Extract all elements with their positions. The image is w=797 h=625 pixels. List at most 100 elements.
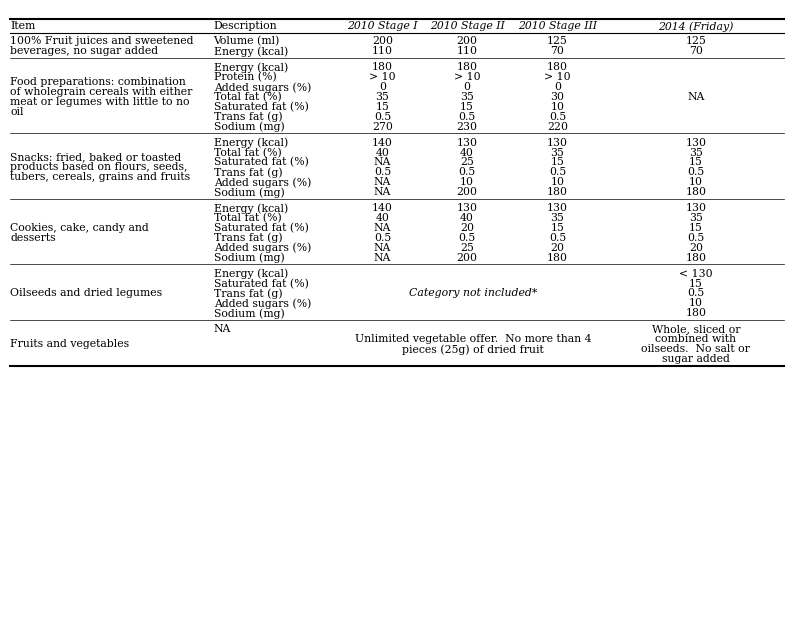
- Text: Description: Description: [214, 21, 277, 31]
- Text: 40: 40: [460, 213, 474, 223]
- Text: 0.5: 0.5: [687, 232, 705, 242]
- Text: Trans fat (g): Trans fat (g): [214, 232, 282, 243]
- Text: Trans fat (g): Trans fat (g): [214, 288, 282, 299]
- Text: 15: 15: [551, 158, 564, 168]
- Text: Sodium (mg): Sodium (mg): [214, 308, 285, 319]
- Text: 0.5: 0.5: [374, 112, 391, 122]
- Text: 15: 15: [689, 223, 703, 233]
- Text: 130: 130: [457, 138, 477, 148]
- Text: 100% Fruit juices and sweetened: 100% Fruit juices and sweetened: [10, 36, 194, 46]
- Text: 0.5: 0.5: [374, 168, 391, 177]
- Text: < 130: < 130: [679, 269, 713, 279]
- Text: oil: oil: [10, 107, 24, 117]
- Text: 0: 0: [554, 82, 561, 92]
- Text: combined with: combined with: [655, 334, 736, 344]
- Text: 10: 10: [551, 177, 564, 187]
- Text: 0.5: 0.5: [687, 288, 705, 298]
- Text: 20: 20: [689, 242, 703, 252]
- Text: 15: 15: [460, 102, 474, 112]
- Text: pieces (25g) of dried fruit: pieces (25g) of dried fruit: [402, 344, 544, 354]
- Text: Sodium (mg): Sodium (mg): [214, 187, 285, 198]
- Text: 2010 Stage I: 2010 Stage I: [347, 21, 418, 31]
- Text: 110: 110: [372, 46, 393, 56]
- Text: 40: 40: [375, 213, 390, 223]
- Text: 35: 35: [689, 148, 703, 158]
- Text: Saturated fat (%): Saturated fat (%): [214, 223, 308, 233]
- Text: 200: 200: [457, 187, 477, 197]
- Text: 110: 110: [457, 46, 477, 56]
- Text: 35: 35: [551, 148, 564, 158]
- Text: 180: 180: [547, 253, 568, 262]
- Text: 35: 35: [551, 213, 564, 223]
- Text: of wholegrain cereals with either: of wholegrain cereals with either: [10, 87, 193, 97]
- Text: 30: 30: [551, 92, 564, 102]
- Text: Energy (kcal): Energy (kcal): [214, 62, 288, 72]
- Text: 2014 (Friday): 2014 (Friday): [658, 21, 733, 32]
- Text: Energy (kcal): Energy (kcal): [214, 46, 288, 57]
- Text: NA: NA: [374, 242, 391, 252]
- Text: 0: 0: [379, 82, 386, 92]
- Text: Protein (%): Protein (%): [214, 72, 277, 82]
- Text: 180: 180: [457, 62, 477, 72]
- Text: 0.5: 0.5: [458, 112, 476, 122]
- Text: 140: 140: [372, 203, 393, 213]
- Text: 0.5: 0.5: [687, 168, 705, 177]
- Text: Snacks: fried, baked or toasted: Snacks: fried, baked or toasted: [10, 152, 182, 162]
- Text: 200: 200: [457, 36, 477, 46]
- Text: 15: 15: [689, 279, 703, 289]
- Text: 130: 130: [685, 138, 706, 148]
- Text: 140: 140: [372, 138, 393, 148]
- Text: 40: 40: [460, 148, 474, 158]
- Text: > 10: > 10: [369, 72, 396, 82]
- Text: 0.5: 0.5: [549, 168, 566, 177]
- Text: Saturated fat (%): Saturated fat (%): [214, 279, 308, 289]
- Text: 230: 230: [457, 121, 477, 131]
- Text: 35: 35: [460, 92, 474, 102]
- Text: 15: 15: [551, 223, 564, 233]
- Text: Volume (ml): Volume (ml): [214, 36, 280, 47]
- Text: 20: 20: [551, 242, 564, 252]
- Text: Cookies, cake, candy and: Cookies, cake, candy and: [10, 223, 149, 233]
- Text: Oilseeds and dried legumes: Oilseeds and dried legumes: [10, 288, 163, 298]
- Text: products based on flours, seeds,: products based on flours, seeds,: [10, 162, 188, 172]
- Text: 25: 25: [460, 158, 474, 168]
- Text: 180: 180: [372, 62, 393, 72]
- Text: > 10: > 10: [453, 72, 481, 82]
- Text: 20: 20: [460, 223, 474, 233]
- Text: 0.5: 0.5: [458, 168, 476, 177]
- Text: 180: 180: [547, 62, 568, 72]
- Text: 10: 10: [551, 102, 564, 112]
- Text: Total fat (%): Total fat (%): [214, 213, 281, 223]
- Text: Item: Item: [10, 21, 36, 31]
- Text: Added sugars (%): Added sugars (%): [214, 82, 311, 92]
- Text: 25: 25: [460, 242, 474, 252]
- Text: 180: 180: [685, 308, 706, 318]
- Text: NA: NA: [214, 324, 231, 334]
- Text: 130: 130: [685, 203, 706, 213]
- Text: 200: 200: [457, 253, 477, 262]
- Text: 125: 125: [685, 36, 706, 46]
- Text: 270: 270: [372, 121, 393, 131]
- Text: 0.5: 0.5: [374, 232, 391, 242]
- Text: meat or legumes with little to no: meat or legumes with little to no: [10, 97, 190, 107]
- Text: Food preparations: combination: Food preparations: combination: [10, 77, 186, 87]
- Text: Sodium (mg): Sodium (mg): [214, 253, 285, 263]
- Text: Unlimited vegetable offer.  No more than 4: Unlimited vegetable offer. No more than …: [355, 334, 591, 344]
- Text: 200: 200: [372, 36, 393, 46]
- Text: NA: NA: [687, 92, 705, 102]
- Text: 125: 125: [547, 36, 568, 46]
- Text: Saturated fat (%): Saturated fat (%): [214, 158, 308, 168]
- Text: NA: NA: [374, 177, 391, 187]
- Text: Energy (kcal): Energy (kcal): [214, 138, 288, 148]
- Text: Sodium (mg): Sodium (mg): [214, 121, 285, 132]
- Text: 2010 Stage III: 2010 Stage III: [518, 21, 597, 31]
- Text: 0: 0: [464, 82, 470, 92]
- Text: Trans fat (g): Trans fat (g): [214, 168, 282, 178]
- Text: Added sugars (%): Added sugars (%): [214, 177, 311, 187]
- Text: Total fat (%): Total fat (%): [214, 148, 281, 158]
- Text: oilseeds.  No salt or: oilseeds. No salt or: [642, 344, 750, 354]
- Text: 220: 220: [547, 121, 568, 131]
- Text: Energy (kcal): Energy (kcal): [214, 203, 288, 214]
- Text: NA: NA: [374, 187, 391, 197]
- Text: Energy (kcal): Energy (kcal): [214, 269, 288, 279]
